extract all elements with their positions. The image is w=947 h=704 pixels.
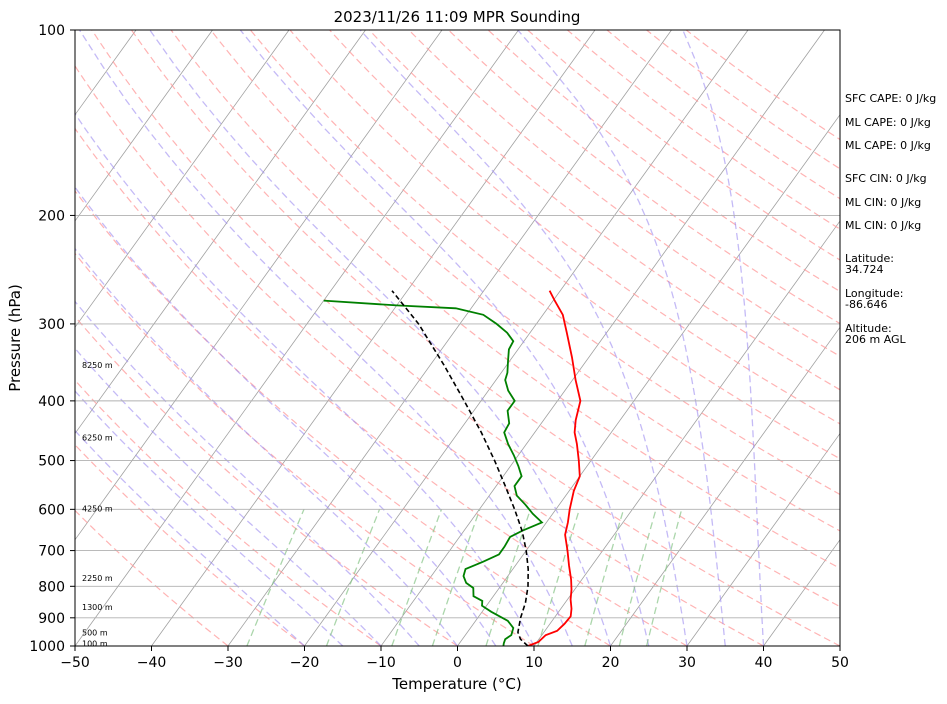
- dry-adiabat-line: [211, 30, 947, 646]
- height-label: 8250 m: [82, 361, 113, 370]
- x-tick-label: 0: [453, 655, 462, 671]
- dry-adiabat-line: [52, 30, 763, 646]
- isotherm-line: [0, 30, 213, 646]
- y-tick-label: 1000: [29, 639, 65, 655]
- isotherm-line: [228, 30, 672, 646]
- y-tick-label: 300: [38, 317, 65, 333]
- y-tick-label: 200: [38, 208, 65, 224]
- moist-adiabat-line: [0, 30, 457, 646]
- y-axis-title: Pressure (hPa): [6, 284, 24, 392]
- height-label: 2250 m: [82, 574, 113, 583]
- stat-line: ML CAPE: 0 J/kg: [845, 116, 931, 129]
- parcel-profile-line: [392, 291, 528, 646]
- stat-line: ML CIN: 0 J/kg: [845, 196, 921, 209]
- x-tick-label: 30: [678, 655, 696, 671]
- y-axis: 100 200 300 400 500 600 700 800 900 1000: [29, 23, 75, 655]
- isotherm-line: [152, 30, 596, 646]
- y-tick-label: 600: [38, 502, 65, 518]
- stat-line: ML CIN: 0 J/kg: [845, 219, 921, 232]
- y-tick-label: 900: [38, 611, 65, 627]
- stats-panel: SFC CAPE: 0 J/kg ML CAPE: 0 J/kg ML CAPE: …: [845, 92, 936, 346]
- stat-line: SFC CIN: 0 J/kg: [845, 172, 927, 185]
- isotherm-line: [75, 30, 519, 646]
- x-tick-label: −30: [213, 655, 243, 671]
- moist-adiabat-line: [24, 30, 534, 646]
- y-tick-label: 800: [38, 579, 65, 595]
- stat-line: ML CAPE: 0 J/kg: [845, 139, 931, 152]
- y-tick-label: 500: [38, 454, 65, 470]
- moist-adiabat-line: [518, 30, 726, 646]
- x-tick-label: −40: [137, 655, 167, 671]
- x-tick-label: −10: [366, 655, 396, 671]
- moist-adiabat-line: [150, 30, 611, 646]
- y-tick-label: 100: [38, 23, 65, 39]
- background-lines: [0, 30, 947, 646]
- stat-line: SFC CAPE: 0 J/kg: [845, 92, 936, 105]
- y-tick-label: 700: [38, 544, 65, 560]
- location-value: 34.724: [845, 263, 884, 276]
- x-axis-title: Temperature (°C): [391, 675, 521, 693]
- x-tick-label: −50: [60, 655, 90, 671]
- dry-adiabat-line: [0, 30, 458, 646]
- x-tick-label: 40: [755, 655, 773, 671]
- x-tick-label: 10: [525, 655, 543, 671]
- isotherm-line: [458, 30, 902, 646]
- moist-adiabat-line: [683, 30, 764, 646]
- mixing-ratio-line: [647, 509, 682, 646]
- x-tick-label: 50: [831, 655, 849, 671]
- dry-adiabat-line: [250, 30, 947, 646]
- chart-title: 2023/11/26 11:09 MPR Sounding: [334, 8, 581, 26]
- height-label: 6250 m: [82, 434, 113, 443]
- dry-adiabat-line: [171, 30, 947, 646]
- y-tick-label: 400: [38, 394, 65, 410]
- x-axis: −50 −40 −30 −20 −10 0 10 20 30 40 50: [60, 646, 849, 671]
- location-value: 206 m AGL: [845, 333, 907, 346]
- height-label: 100 m: [82, 639, 108, 648]
- mixing-ratio-line: [247, 509, 304, 646]
- location-value: -86.646: [845, 298, 887, 311]
- moist-adiabat-line: [240, 30, 649, 646]
- x-tick-label: 20: [602, 655, 620, 671]
- height-label: 1300 m: [82, 603, 113, 612]
- height-label: 4250 m: [82, 504, 113, 513]
- dry-adiabat-line: [0, 30, 611, 646]
- height-label: 500 m: [82, 628, 108, 637]
- moist-adiabat-line: [80, 30, 573, 646]
- x-tick-label: −20: [290, 655, 320, 671]
